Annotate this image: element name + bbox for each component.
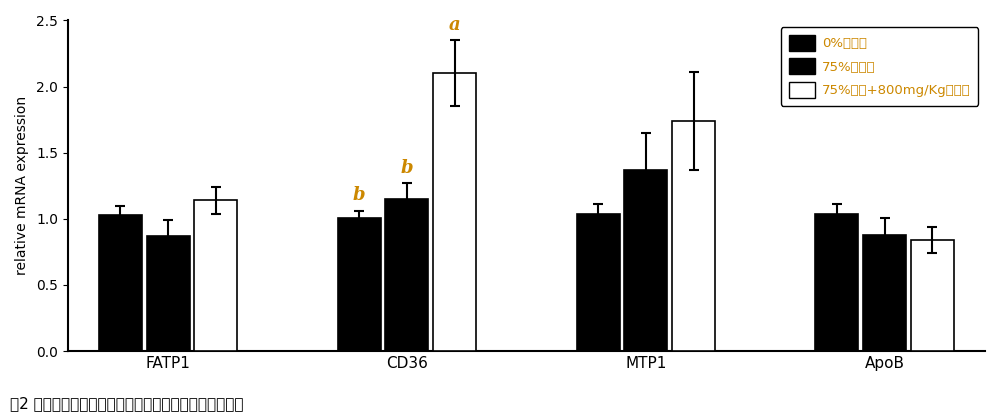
Bar: [146, 236, 190, 351]
Bar: [385, 199, 428, 351]
Text: b: b: [401, 159, 413, 176]
Bar: [433, 73, 476, 351]
Text: a: a: [449, 16, 460, 34]
Bar: [911, 240, 954, 351]
Bar: [672, 121, 715, 351]
Legend: 0%替代组, 75%替代组, 75%替代+800mg/Kg肉碱组: 0%替代组, 75%替代组, 75%替代+800mg/Kg肉碱组: [781, 27, 978, 106]
Bar: [815, 214, 858, 351]
Bar: [624, 170, 667, 351]
Bar: [863, 235, 906, 351]
Bar: [194, 200, 237, 351]
Y-axis label: relative mRNA expression: relative mRNA expression: [15, 96, 29, 276]
Bar: [576, 214, 620, 351]
Text: b: b: [353, 186, 365, 204]
Bar: [99, 215, 142, 351]
Bar: [338, 217, 381, 351]
Text: 图2 植物油和猪油混合对大黄鱼肝脏脂肪转运基因的影响: 图2 植物油和猪油混合对大黄鱼肝脏脂肪转运基因的影响: [10, 396, 244, 411]
